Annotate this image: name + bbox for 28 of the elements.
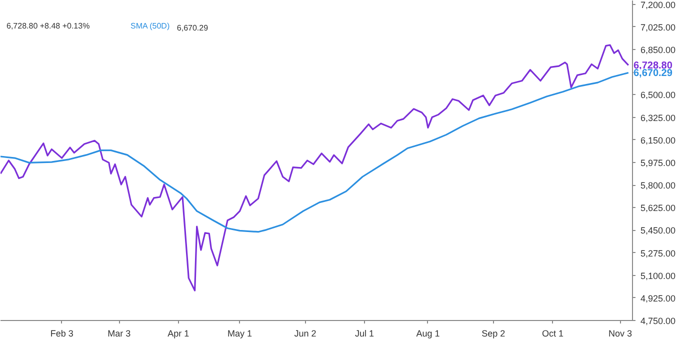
y-tick-label: 7,200.00 (640, 0, 676, 10)
annotation: 6,670.29 (176, 24, 209, 32)
x-tick-label: Aug 1 (416, 328, 440, 338)
y-tick-label: 5,625.00 (640, 203, 676, 214)
x-tick-label: Oct 1 (542, 328, 564, 338)
x-tick-label: Sep 2 (482, 328, 506, 338)
y-tick-label: 7,025.00 (640, 22, 676, 32)
y-tick-label: 5,800.00 (640, 180, 676, 191)
annotation: 6,728.80 +8.48 +0.13% (6, 22, 90, 30)
x-tick-label: Apr 1 (168, 328, 190, 338)
y-tick-label: 5,100.00 (640, 270, 676, 281)
data-label: 6,670.29 (634, 68, 673, 80)
y-tick-label: 6,850.00 (640, 45, 676, 56)
x-tick-label: Mar 3 (108, 328, 131, 338)
y-tick-label: 5,275.00 (640, 248, 676, 258)
y-tick-label: 5,975.00 (640, 158, 676, 168)
x-tick-label: Jul 1 (355, 328, 374, 338)
y-tick-label: 4,925.00 (640, 293, 676, 304)
y-tick-label: 6,325.00 (640, 112, 676, 123)
x-tick-label: Nov 3 (608, 328, 632, 338)
y-tick-label: 4,750.00 (640, 316, 676, 326)
y-tick-label: 5,450.00 (640, 226, 676, 236)
y-tick-label: 6,500.00 (640, 90, 676, 100)
x-tick-label: Feb 3 (50, 328, 74, 338)
text: SMA (50D) (130, 22, 170, 30)
y-tick-label: 6,150.00 (640, 135, 676, 146)
x-tick-label: May 1 (228, 328, 252, 338)
x-tick-label: Jun 2 (294, 328, 316, 338)
